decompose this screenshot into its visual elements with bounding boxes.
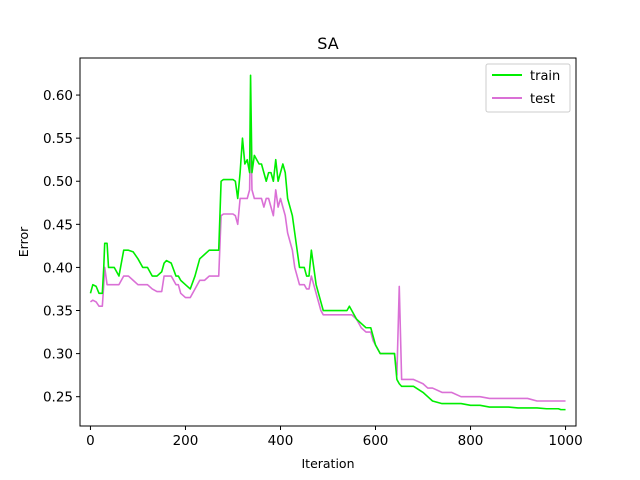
x-tick-label: 200 bbox=[173, 433, 199, 449]
y-tick-label: 0.35 bbox=[43, 304, 73, 320]
x-tick-label: 1000 bbox=[548, 433, 582, 449]
x-tick-label: 0 bbox=[86, 433, 95, 449]
x-axis-label: Iteration bbox=[301, 456, 354, 471]
series-line-train bbox=[89, 74, 566, 411]
y-tick-label: 0.45 bbox=[43, 217, 73, 233]
y-tick-label: 0.40 bbox=[43, 260, 73, 276]
y-tick-label: 0.55 bbox=[43, 131, 73, 147]
chart-title: SA bbox=[317, 34, 338, 53]
y-axis-ticks: 0.25 0.30 0.35 0.40 0.45 0.50 0.55 0.60 bbox=[43, 88, 80, 406]
x-tick-label: 400 bbox=[268, 433, 294, 449]
plot-frame bbox=[79, 57, 577, 427]
x-axis-ticks: 0 200 400 600 800 1000 bbox=[86, 426, 583, 449]
y-tick-label: 0.30 bbox=[43, 347, 73, 363]
legend: train test bbox=[485, 63, 571, 113]
series-line-test bbox=[89, 117, 566, 402]
series-layer bbox=[89, 74, 566, 411]
legend-label-train: train bbox=[530, 69, 560, 84]
x-tick-label: 800 bbox=[458, 433, 484, 449]
x-tick-label: 600 bbox=[363, 433, 389, 449]
y-axis-label: Error bbox=[16, 226, 31, 257]
y-tick-label: 0.25 bbox=[43, 390, 73, 406]
y-tick-label: 0.60 bbox=[43, 88, 73, 104]
y-tick-label: 0.50 bbox=[43, 174, 73, 190]
legend-label-test: test bbox=[530, 92, 555, 107]
